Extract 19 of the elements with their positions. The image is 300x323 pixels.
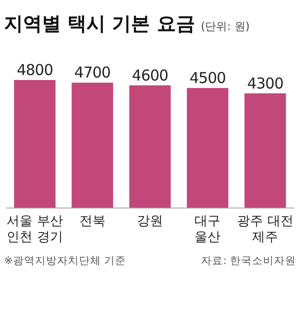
bar: [72, 82, 114, 208]
x-tick-label: 전북: [79, 214, 106, 229]
text: 자료: 한국소비자원: [201, 255, 296, 267]
x-tick-label: 강원: [137, 214, 163, 229]
bar: [14, 80, 56, 208]
bar: [129, 85, 171, 208]
data-label: 4500: [190, 69, 226, 87]
data-label: 4700: [74, 64, 110, 82]
x-tick-label: 광주 대전 제주: [237, 214, 294, 245]
x-tick-label: 대구 울산: [194, 214, 221, 245]
data-label: 4800: [16, 61, 53, 79]
bar: [186, 88, 228, 208]
data-label: 4300: [247, 74, 284, 92]
data-label: 4600: [132, 66, 168, 84]
chart-subtitle: (단위: 원): [200, 20, 250, 33]
chart-title: 지역별 택시 기본 요금: [4, 13, 195, 35]
x-tick-label: 서울 부산 인천 경기: [6, 214, 63, 245]
text: ※광역지방자치단체 기준: [4, 255, 126, 267]
bar: [244, 93, 286, 208]
